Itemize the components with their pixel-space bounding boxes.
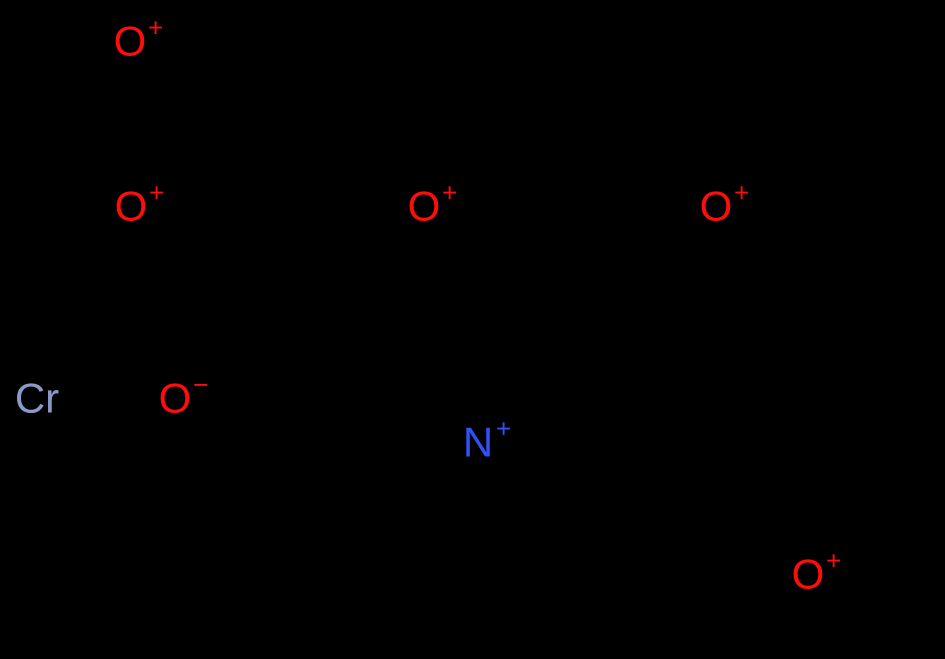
o-atom: O−	[159, 370, 208, 422]
bond	[500, 429, 611, 449]
charge-label: +	[496, 414, 511, 444]
bond	[153, 198, 294, 214]
o-atom: O+	[115, 178, 164, 230]
element-symbol: N	[463, 419, 493, 466]
element-symbol: O	[115, 183, 148, 230]
element-symbol: O	[408, 183, 441, 230]
charge-label: +	[826, 546, 841, 576]
o-atom: O+	[792, 546, 841, 598]
bond	[197, 397, 312, 398]
cr-atom: Cr	[15, 375, 59, 422]
o-atom: O+	[700, 178, 749, 230]
o-atom: O+	[408, 178, 457, 230]
bond	[610, 437, 754, 505]
element-symbol: O	[792, 551, 825, 598]
charge-label: −	[193, 370, 208, 400]
bond	[738, 198, 846, 214]
charge-label: +	[442, 178, 457, 208]
element-symbol: Cr	[15, 375, 59, 422]
n-atom: N+	[463, 414, 511, 466]
element-symbol: O	[700, 183, 733, 230]
bond	[754, 505, 794, 557]
element-symbol: O	[159, 375, 192, 422]
element-symbol: O	[114, 18, 147, 65]
charge-label: +	[149, 178, 164, 208]
bond	[144, 46, 265, 130]
bond	[446, 198, 554, 214]
charge-label: +	[148, 13, 163, 43]
charge-label: +	[734, 178, 749, 208]
